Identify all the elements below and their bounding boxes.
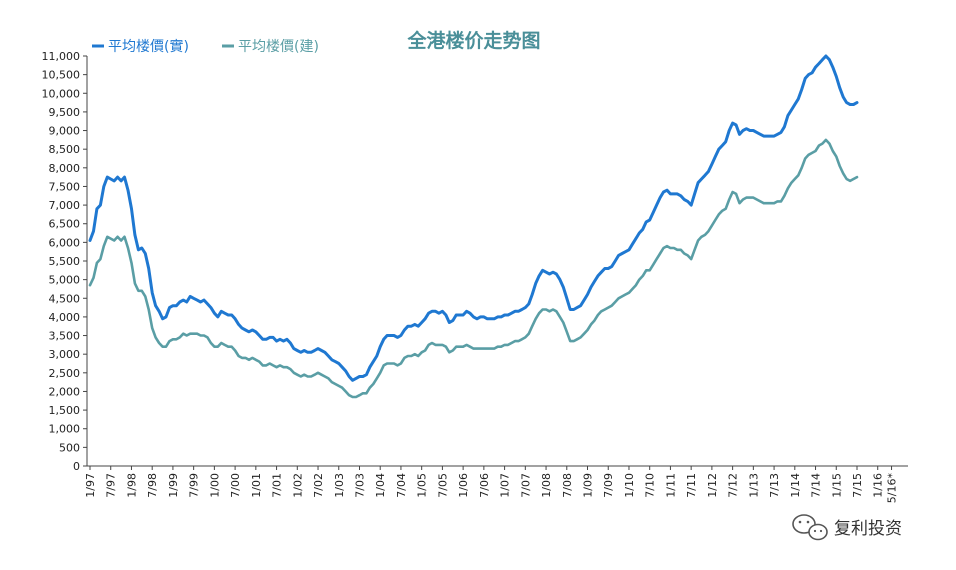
- chart-title: 全港楼价走势图: [406, 29, 540, 52]
- series-line-1: [88, 54, 859, 382]
- series-line-2: [88, 138, 859, 399]
- y-tick-label: 500: [59, 441, 80, 454]
- x-tick-label: 1/07: [499, 473, 512, 498]
- y-tick-label: 4,000: [49, 311, 81, 324]
- y-tick-label: 4,500: [49, 292, 81, 305]
- y-tick-label: 3,500: [49, 330, 81, 343]
- x-tick-label: 1/08: [540, 473, 553, 498]
- x-tick-label: 7/02: [312, 473, 325, 498]
- y-tick-label: 10,500: [42, 69, 81, 82]
- x-tick-label: 7/15: [851, 473, 864, 498]
- x-ticks: 1/97 7/97 1/98 7/98 1/99 7/99 1/00 7/00 1/01 7/01…: [84, 466, 899, 503]
- x-tick-label: 7/98: [146, 473, 159, 498]
- y-tick-label: 1,500: [49, 404, 81, 417]
- x-tick-label: 7/09: [602, 473, 615, 498]
- x-tick-label: 1/01: [250, 473, 263, 498]
- x-tick-label: 7/03: [353, 473, 366, 498]
- x-tick-label: 1/99: [167, 473, 180, 498]
- y-tick-label: 10,000: [42, 87, 81, 100]
- y-tick-label: 3,000: [49, 348, 81, 361]
- x-tick-label: 7/05: [436, 473, 449, 498]
- x-tick-label: 1/00: [208, 473, 221, 498]
- y-tick-label: 1,000: [49, 423, 81, 436]
- y-tick-label: 8,000: [49, 162, 81, 175]
- x-tick-label: 7/99: [188, 473, 201, 498]
- y-tick-label: 9,500: [49, 106, 81, 119]
- legend-label-series-2: 平均楼價(建): [238, 38, 319, 55]
- legend: 平均楼價(實) 平均楼價(建): [92, 38, 319, 55]
- legend-label-series-1: 平均楼價(實): [108, 38, 189, 55]
- x-tick-label: 7/14: [810, 473, 823, 498]
- y-ticks: 0 500 1,000 1,500 2,000 2,500 3,000 3,500 4,000 4…: [42, 50, 87, 473]
- x-tick-label: 7/11: [685, 473, 698, 498]
- x-tick-label: 7/04: [395, 473, 408, 498]
- x-tick-label: 1/06: [457, 473, 470, 498]
- x-tick-label: 7/13: [768, 473, 781, 498]
- x-tick-label: 7/06: [478, 473, 491, 498]
- y-tick-label: 6,500: [49, 218, 81, 231]
- series-lines: [88, 54, 859, 399]
- y-tick-label: 8,500: [49, 143, 81, 156]
- x-tick-label: 7/12: [727, 473, 740, 498]
- x-tick-label: 1/13: [747, 473, 760, 498]
- y-tick-label: 7,500: [49, 180, 81, 193]
- x-tick-label: 1/14: [789, 473, 802, 498]
- x-tick-label: 7/10: [644, 473, 657, 498]
- y-tick-label: 5,500: [49, 255, 81, 268]
- x-tick-label: 7/08: [561, 473, 574, 498]
- x-tick-label: 7/97: [105, 473, 118, 498]
- watermark: 复利投资: [792, 514, 902, 541]
- x-tick-label: 1/03: [333, 473, 346, 498]
- x-tick-label: 7/00: [229, 473, 242, 498]
- y-tick-label: 7,000: [49, 199, 81, 212]
- x-tick-label: 1/04: [374, 473, 387, 498]
- x-tick-label: 1/12: [706, 473, 719, 498]
- x-tick-label: 1/10: [623, 473, 636, 498]
- x-tick-label: 1/97: [84, 473, 97, 498]
- x-tick-label: 1/05: [416, 473, 429, 498]
- watermark-text: 复利投资: [834, 519, 902, 539]
- x-tick-label: 1/98: [125, 473, 138, 498]
- x-tick-label: 1/16: [872, 473, 885, 498]
- y-tick-label: 11,000: [42, 50, 81, 63]
- x-tick-label: 1/09: [582, 473, 595, 498]
- y-tick-label: 2,000: [49, 385, 81, 398]
- x-tick-label: 1/11: [664, 473, 677, 498]
- wechat-icon: [792, 514, 828, 541]
- y-tick-label: 0: [73, 460, 80, 473]
- y-tick-label: 2,500: [49, 367, 81, 380]
- y-tick-label: 9,000: [49, 125, 81, 138]
- x-tick-label: 5/16*: [886, 473, 899, 504]
- x-tick-label: 1/02: [291, 473, 304, 498]
- x-tick-label: 7/07: [519, 473, 532, 498]
- x-tick-label: 1/15: [830, 473, 843, 498]
- x-tick-label: 7/01: [271, 473, 284, 498]
- y-tick-label: 5,000: [49, 274, 81, 287]
- y-tick-label: 6,000: [49, 236, 81, 249]
